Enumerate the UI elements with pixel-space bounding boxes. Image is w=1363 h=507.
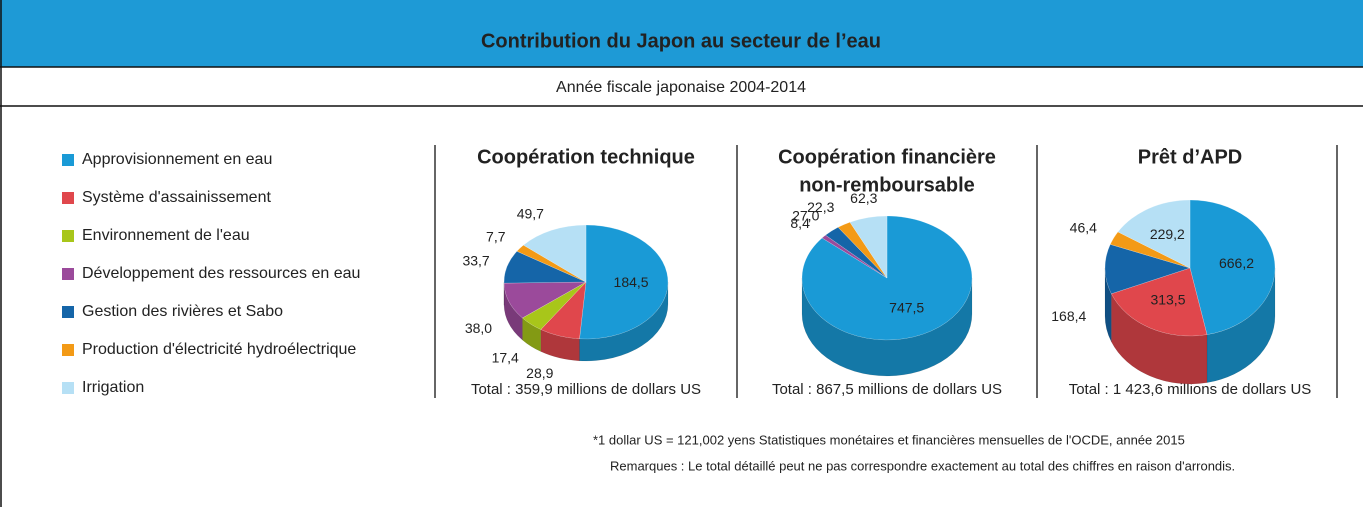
slice: [540, 281, 587, 340]
legend-label: Système d'assainissement: [82, 189, 271, 206]
slice: [1117, 199, 1191, 269]
value-label: 62,3: [850, 190, 877, 206]
pie-total: Total : 867,5 millions de dollars US: [772, 381, 1002, 398]
legend-swatch: [62, 382, 74, 394]
pie-total: Total : 1 423,6 millions de dollars US: [1069, 381, 1312, 398]
pie-title: Coopération financière: [778, 146, 996, 168]
title: Contribution du Japon au secteur de l’ea…: [481, 30, 881, 52]
note: *1 dollar US = 121,002 yens Statistiques…: [593, 432, 1185, 447]
legend-label: Développement des ressources en eau: [82, 265, 360, 282]
value-label: 49,7: [517, 205, 544, 221]
header-band: [0, 0, 1363, 67]
slice: [516, 244, 587, 283]
value-label: 168,4: [1051, 308, 1086, 324]
legend-swatch: [62, 192, 74, 204]
slice: [801, 215, 973, 341]
value-label: 38,0: [465, 320, 492, 336]
value-label: 27,0: [792, 208, 819, 224]
legend-label: Approvisionnement en eau: [82, 151, 272, 168]
legend-swatch: [62, 154, 74, 166]
note: Remarques : Le total détaillé peut ne pa…: [610, 458, 1235, 473]
legend-swatch: [62, 344, 74, 356]
pie-total: Total : 359,9 millions de dollars US: [471, 381, 701, 398]
slice: [821, 234, 888, 279]
legend-label: Production d'électricité hydroélectrique: [82, 341, 356, 358]
value-label: 33,7: [462, 253, 489, 269]
pie-title: non-remboursable: [799, 174, 975, 196]
value-label: 46,4: [1070, 220, 1097, 236]
slice: [579, 224, 669, 340]
value-label: 22,3: [807, 199, 834, 215]
legend-swatch: [62, 230, 74, 242]
slice: [1109, 231, 1191, 269]
legend-swatch: [62, 268, 74, 280]
legend-label: Environnement de l'eau: [82, 227, 250, 244]
value-label: 313,5: [1150, 292, 1185, 308]
value-label: 666,2: [1219, 255, 1254, 271]
slice: [837, 221, 888, 279]
legend-label: Gestion des rivières et Sabo: [82, 303, 283, 320]
legend-label: Irrigation: [82, 379, 144, 396]
slice: [825, 226, 888, 279]
pie-title: Coopération technique: [477, 146, 695, 168]
slice: [503, 251, 587, 284]
slice: [503, 281, 587, 319]
subtitle: Année fiscale japonaise 2004-2014: [556, 79, 806, 96]
value-label: 184,5: [614, 274, 649, 290]
value-label: 229,2: [1150, 226, 1185, 242]
value-label: 28,9: [526, 365, 553, 381]
legend-swatch: [62, 306, 74, 318]
slice: [849, 215, 888, 279]
value-label: 7,7: [486, 229, 506, 245]
slice: [1110, 267, 1208, 337]
value-label: 8,4: [790, 215, 810, 231]
pie-title: Prêt d’APD: [1138, 146, 1242, 168]
slice: [523, 224, 587, 283]
value-label: 17,4: [492, 350, 519, 366]
slice: [1189, 199, 1276, 335]
slice: [521, 281, 587, 330]
value-label: 747,5: [889, 300, 924, 316]
slice: [1104, 244, 1191, 295]
